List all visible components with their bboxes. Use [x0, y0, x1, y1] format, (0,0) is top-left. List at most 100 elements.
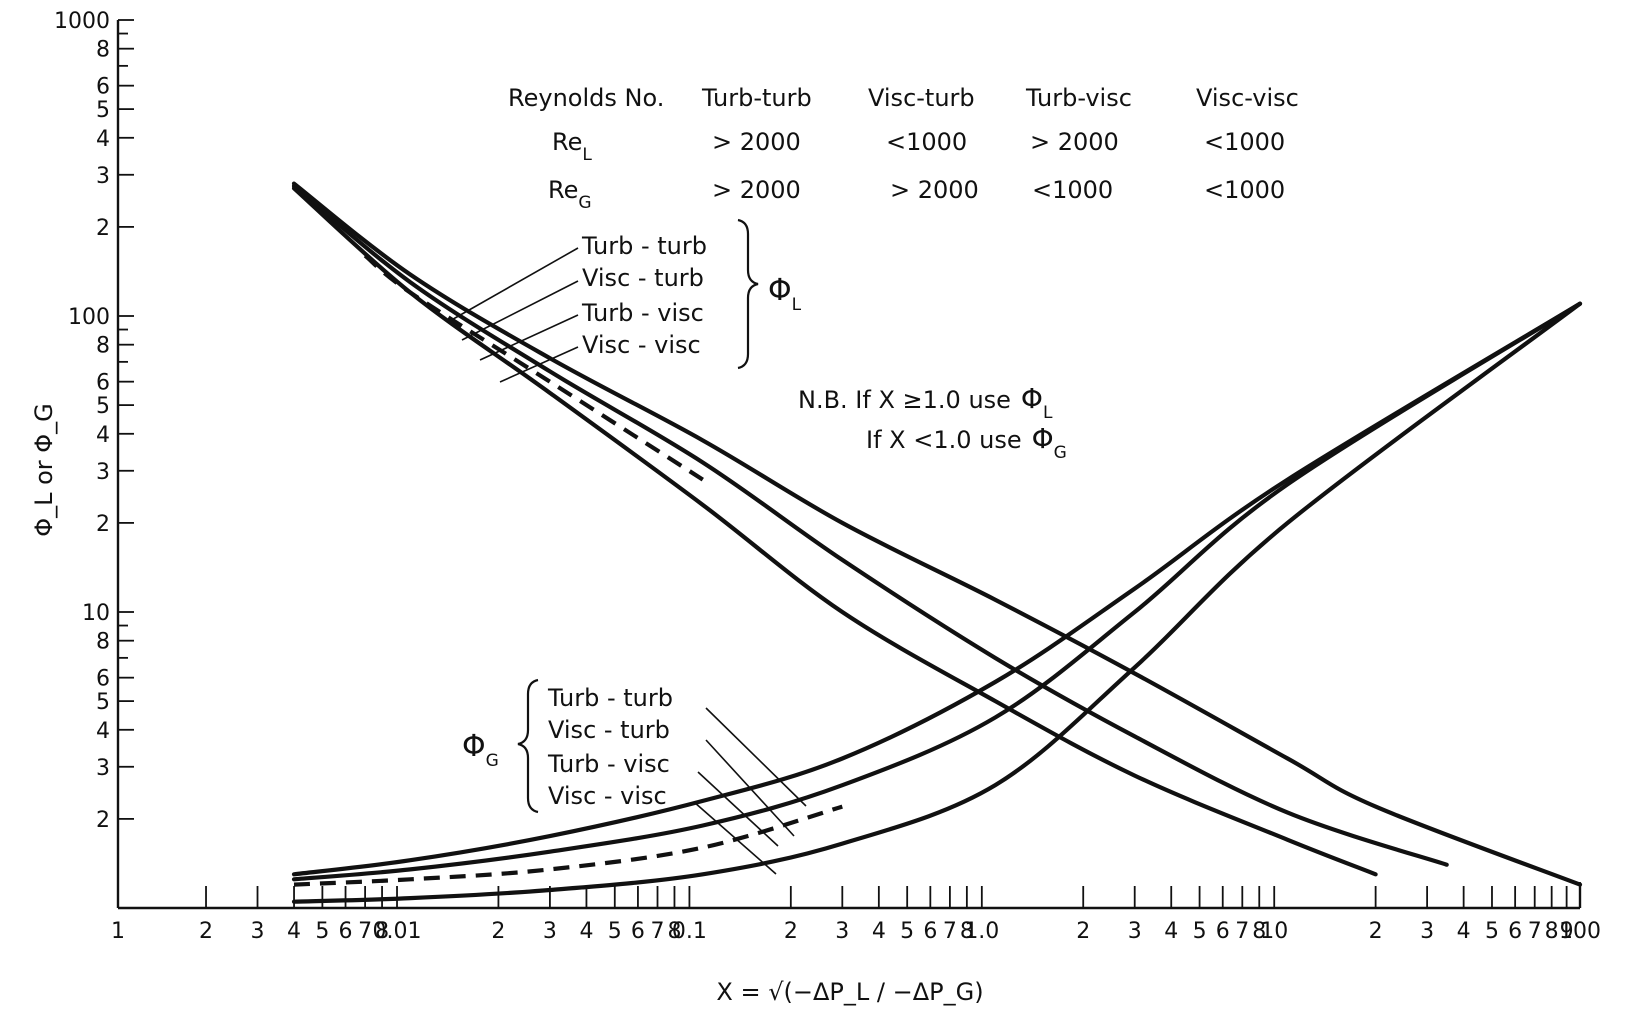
- rel-turb-visc: > 2000: [1030, 128, 1119, 156]
- phi-l-visc-turb-curve: [291, 183, 1449, 867]
- x-tick-label: 7: [358, 919, 372, 944]
- curves: [291, 181, 1583, 904]
- phi-g-label-turb-turb: Turb - turb: [547, 684, 673, 712]
- x-tick-label: 5: [1485, 919, 1499, 944]
- phi-g-label-visc-turb: Visc - turb: [548, 716, 670, 744]
- x-tick-label: 0.1: [672, 919, 707, 944]
- x-tick-label: 8: [667, 919, 681, 944]
- reynolds-table: Reynolds No. Turb-turb Visc-turb Turb-vi…: [508, 84, 1299, 213]
- x-tick-label: 2: [199, 919, 213, 944]
- y-tick-label: 5: [96, 394, 110, 419]
- phi-l-visc-visc-curve: [291, 186, 1378, 877]
- x-tick-label: 7: [943, 919, 957, 944]
- x-tick-label: 2: [491, 919, 505, 944]
- phi-g-brace: [517, 678, 539, 814]
- leader-line: [447, 247, 579, 323]
- y-axis-title: Φ_L or Φ_G: [30, 403, 58, 537]
- phi-l-brace: [737, 218, 759, 370]
- x-tick-label: 2: [784, 919, 798, 944]
- leader-line: [693, 801, 777, 875]
- x-tick-label: 8: [960, 919, 974, 944]
- y-tick-label: 4: [96, 719, 110, 744]
- x-tick-label: 5: [1193, 919, 1207, 944]
- y-tick-label: 8: [96, 334, 110, 359]
- phi-g-turb-visc-curve: [293, 804, 843, 887]
- row-label-rel: ReL: [552, 128, 592, 165]
- x-tick-label: 3: [543, 919, 557, 944]
- x-tick-label: 0.01: [373, 919, 422, 944]
- y-tick-label: 10: [82, 601, 110, 626]
- rel-visc-visc: <1000: [1204, 128, 1285, 156]
- leader-line: [705, 739, 795, 837]
- table-header-visc-visc: Visc-visc: [1196, 84, 1299, 112]
- phi-l-label-turb-visc: Turb - visc: [581, 299, 704, 327]
- reg-visc-turb: > 2000: [890, 176, 979, 204]
- phi-l-turb-turb-curve: [291, 181, 1583, 887]
- table-header-reynolds: Reynolds No.: [508, 84, 664, 112]
- x-tick-label: 4: [872, 919, 886, 944]
- y-tick-label: 3: [96, 164, 110, 189]
- phi-g-label-turb-visc: Turb - visc: [547, 750, 670, 778]
- axes: 1 2 3 4 5 6 7 80.01 2 3 4 5 6 7 80.1 2 3 4 5 6 7 81.0 2 3 4 5 6 7 81…: [54, 9, 1601, 944]
- x-tick-label: 6: [1216, 919, 1230, 944]
- reg-visc-visc: <1000: [1204, 176, 1285, 204]
- y-tick-label: 8: [96, 38, 110, 63]
- table-header-visc-turb: Visc-turb: [868, 84, 975, 112]
- x-tick-label: 3: [1420, 919, 1434, 944]
- x-tick-label: 1: [111, 919, 125, 944]
- x-tick-label: 7: [1528, 919, 1542, 944]
- note: N.B. If X ≥1.0 use ΦL If X <1.0 use ΦG: [798, 382, 1067, 463]
- x-tick-label: 8: [375, 919, 389, 944]
- leader-line: [705, 707, 807, 807]
- phi-g-legend: Turb - turb Visc - turb Turb - visc Visc…: [462, 678, 673, 814]
- reg-turb-visc: <1000: [1032, 176, 1113, 204]
- y-tick-label: 100: [68, 305, 110, 330]
- leader-lines: [447, 247, 807, 875]
- table-header-turb-turb: Turb-turb: [701, 84, 812, 112]
- y-tick-label: 3: [96, 756, 110, 781]
- x-tick-label: 4: [1164, 919, 1178, 944]
- phi-l-label-visc-visc: Visc - visc: [582, 331, 701, 359]
- phi-g-visc-visc-curve: [291, 301, 1583, 904]
- y-tick-label: 4: [96, 127, 110, 152]
- x-tick-label: 3: [1128, 919, 1142, 944]
- table-header-turb-visc: Turb-visc: [1025, 84, 1132, 112]
- y-tick-label: 1000: [54, 9, 110, 34]
- x-tick-label: 7: [1235, 919, 1249, 944]
- phi-l-label-turb-turb: Turb - turb: [581, 232, 707, 260]
- x-tick-label: 6: [339, 919, 353, 944]
- rel-visc-turb: <1000: [886, 128, 967, 156]
- y-tick-label: 8: [96, 630, 110, 655]
- x-tick-label: 3: [251, 919, 265, 944]
- x-tick-label: 8: [1545, 919, 1559, 944]
- phi-l-label-visc-turb: Visc - turb: [582, 264, 704, 292]
- reg-turb-turb: > 2000: [712, 176, 801, 204]
- y-tick-label: 5: [96, 98, 110, 123]
- note-line-1: N.B. If X ≥1.0 use ΦL: [798, 382, 1053, 423]
- x-tick-label: 3: [835, 919, 849, 944]
- leader-line: [461, 280, 579, 341]
- leader-line: [499, 346, 579, 383]
- x-tick-label: 9: [1560, 919, 1574, 944]
- phi-g-turb-turb-curve: [291, 301, 1583, 877]
- leader-line: [697, 771, 779, 847]
- y-tick-label: 3: [96, 460, 110, 485]
- x-tick-label: 6: [631, 919, 645, 944]
- y-tick-label: 6: [96, 75, 110, 100]
- x-tick-label: 6: [1508, 919, 1522, 944]
- x-tick-label: 1.0: [964, 919, 999, 944]
- x-tick-label: 6: [923, 919, 937, 944]
- phi-g-label-visc-visc: Visc - visc: [548, 782, 667, 810]
- y-tick-label: 6: [96, 371, 110, 396]
- x-tick-label: 4: [1457, 919, 1471, 944]
- note-line-2: If X <1.0 use ΦG: [866, 422, 1067, 463]
- y-tick-label: 2: [96, 216, 110, 241]
- phi-l-group-symbol: ΦL: [768, 273, 802, 315]
- rel-turb-turb: > 2000: [712, 128, 801, 156]
- phi-g-group-symbol: ΦG: [462, 729, 499, 771]
- x-tick-label: 10: [1260, 919, 1288, 944]
- y-tick-label: 2: [96, 808, 110, 833]
- x-tick-label: 2: [1076, 919, 1090, 944]
- x-tick-label: 7: [651, 919, 665, 944]
